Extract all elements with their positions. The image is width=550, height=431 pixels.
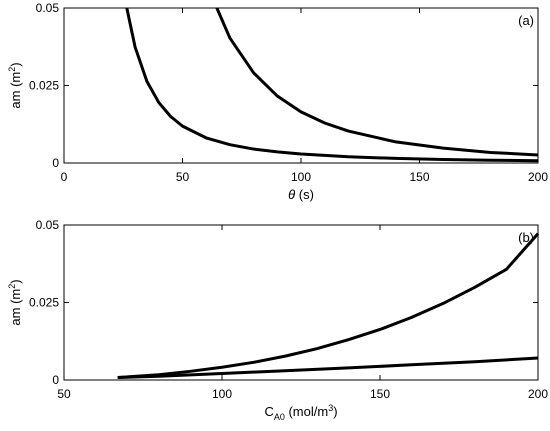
x-tick-label: 100: [212, 387, 232, 401]
x-axis-label: CA0 (mol/m3): [264, 403, 337, 422]
y-tick-label: 0.025: [29, 79, 59, 93]
y-tick-label: 0: [52, 373, 59, 387]
series-line-1: [117, 232, 540, 380]
y-axis-label: am (m2): [7, 62, 23, 108]
x-tick-label: 150: [370, 387, 390, 401]
series-group: [125, 7, 539, 163]
y-axis-label-base: am (m: [8, 289, 23, 326]
x-axis-label-mid: (mol/m: [285, 404, 328, 419]
y-axis-label-end: ): [8, 62, 23, 66]
panel-label: (b): [518, 230, 534, 245]
x-tick-label: 0: [61, 170, 68, 184]
x-axis-label-base: C: [264, 404, 273, 419]
x-tick-label: 100: [291, 170, 311, 184]
x-axis-label: θ (s): [288, 187, 314, 202]
y-axis-label-end: ): [8, 279, 23, 283]
x-axis-label-end: ): [333, 404, 337, 419]
x-tick-label: 50: [176, 170, 190, 184]
x-axis-label-symbol: θ: [288, 187, 295, 202]
y-tick-label: 0.05: [36, 1, 60, 15]
panel-label: (a): [518, 13, 534, 28]
x-axis-label-unit: (s): [295, 187, 314, 202]
x-tick-label: 200: [528, 170, 548, 184]
x-axis-label-sup: 3: [328, 403, 333, 413]
y-axis-label-sup: 2: [7, 67, 17, 72]
plot-area-frame: [63, 7, 539, 164]
plot-area-frame: [63, 224, 539, 381]
y-tick-label: 0: [52, 156, 59, 170]
y-axis-label-base: am (m: [8, 72, 23, 109]
x-tick-label: 150: [409, 170, 429, 184]
series-line-2: [117, 356, 539, 380]
y-axis-label-sup: 2: [7, 284, 17, 289]
series-line-1: [125, 7, 539, 163]
y-tick-label: 0.025: [29, 296, 59, 310]
series-group: [117, 232, 540, 380]
y-axis-label: am (m2): [7, 279, 23, 325]
x-tick-label: 50: [57, 387, 71, 401]
x-axis-label-sub: A0: [274, 412, 285, 422]
y-tick-label: 0.05: [36, 218, 60, 232]
series-line-2: [215, 7, 539, 157]
chart-panel-a: 0 50 100 150 200 0 0.025 0.05 (a) am (m2) θ (s): [7, 1, 548, 202]
x-tick-label: 200: [528, 387, 548, 401]
